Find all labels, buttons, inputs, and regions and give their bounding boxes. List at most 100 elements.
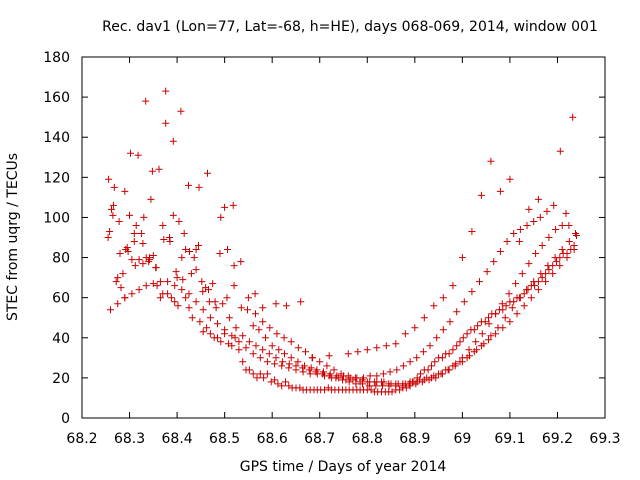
data-point xyxy=(179,276,187,284)
data-point xyxy=(438,354,446,362)
data-point xyxy=(453,308,461,316)
data-point xyxy=(544,262,552,270)
data-point xyxy=(510,230,518,237)
data-point xyxy=(449,282,457,290)
x-tick-label: 68.8 xyxy=(352,431,383,447)
data-point xyxy=(114,274,122,282)
data-point xyxy=(359,380,366,388)
data-point xyxy=(166,234,173,241)
data-point xyxy=(256,354,264,362)
data-point xyxy=(542,278,550,286)
data-point xyxy=(285,360,293,368)
data-point xyxy=(252,342,260,350)
data-point xyxy=(550,201,558,209)
data-point xyxy=(556,262,564,270)
data-point xyxy=(480,340,488,348)
data-point xyxy=(199,328,207,336)
data-point xyxy=(496,248,504,255)
data-point xyxy=(453,342,461,350)
data-point xyxy=(230,262,238,270)
data-point xyxy=(501,314,509,322)
data-point xyxy=(360,374,367,382)
data-point xyxy=(107,306,114,314)
data-point xyxy=(306,370,314,378)
data-point xyxy=(506,175,514,183)
data-point xyxy=(558,222,566,229)
data-point xyxy=(130,238,138,245)
data-point xyxy=(203,324,211,332)
data-point xyxy=(121,294,129,302)
data-point xyxy=(428,362,435,370)
chart-title: Rec. dav1 (Lon=77, Lat=-68, h=HE), days … xyxy=(102,19,598,35)
data-point xyxy=(380,378,388,386)
data-point xyxy=(438,370,446,378)
data-point xyxy=(386,368,394,376)
data-point xyxy=(252,310,259,318)
data-point xyxy=(249,322,257,330)
data-point xyxy=(549,270,557,278)
data-point xyxy=(418,378,426,386)
data-point xyxy=(245,366,253,374)
data-point xyxy=(134,151,142,159)
data-point xyxy=(477,191,485,199)
y-tick-label: 40 xyxy=(52,331,70,347)
data-point xyxy=(562,209,570,217)
data-point xyxy=(224,246,231,253)
data-point xyxy=(483,268,491,276)
data-point xyxy=(263,358,271,366)
data-point xyxy=(273,330,281,338)
data-point xyxy=(316,358,324,366)
data-point xyxy=(538,242,546,249)
data-point xyxy=(214,320,221,328)
data-point xyxy=(205,286,212,294)
data-point xyxy=(474,322,482,330)
data-point xyxy=(217,213,225,221)
data-point xyxy=(330,366,338,374)
data-point xyxy=(294,344,302,352)
data-point xyxy=(253,374,261,382)
data-point xyxy=(199,306,207,314)
data-point xyxy=(196,318,204,326)
data-point xyxy=(565,222,573,229)
data-point xyxy=(487,157,495,165)
data-point xyxy=(463,330,471,338)
data-point xyxy=(127,149,134,157)
data-point xyxy=(156,294,164,302)
data-point xyxy=(185,290,193,298)
data-point xyxy=(265,350,273,358)
data-point xyxy=(262,334,269,342)
data-point xyxy=(256,370,264,378)
data-point xyxy=(206,314,214,322)
data-point xyxy=(473,346,481,354)
data-point xyxy=(485,320,493,328)
data-point xyxy=(373,378,381,386)
data-point xyxy=(139,260,147,268)
data-point xyxy=(425,376,433,384)
data-point xyxy=(352,380,360,388)
data-point xyxy=(228,342,236,350)
data-point xyxy=(363,346,371,354)
data-point xyxy=(192,298,200,306)
data-point xyxy=(426,342,434,350)
data-point xyxy=(478,330,486,338)
data-point xyxy=(466,352,473,360)
data-point xyxy=(553,258,560,266)
data-point xyxy=(572,230,579,237)
data-point xyxy=(490,258,498,266)
data-point xyxy=(162,119,170,127)
data-point xyxy=(178,286,186,294)
data-point xyxy=(180,230,188,237)
data-point xyxy=(239,332,247,340)
x-tick-label: 68.4 xyxy=(162,431,193,447)
data-point xyxy=(433,334,441,342)
data-point xyxy=(494,324,502,332)
data-point xyxy=(373,344,381,352)
data-point xyxy=(199,288,207,296)
data-point xyxy=(563,254,571,262)
data-point xyxy=(146,254,153,262)
data-point xyxy=(502,302,510,310)
data-point xyxy=(365,382,373,390)
data-point xyxy=(498,300,506,308)
data-point xyxy=(379,382,386,390)
data-point xyxy=(385,382,393,390)
